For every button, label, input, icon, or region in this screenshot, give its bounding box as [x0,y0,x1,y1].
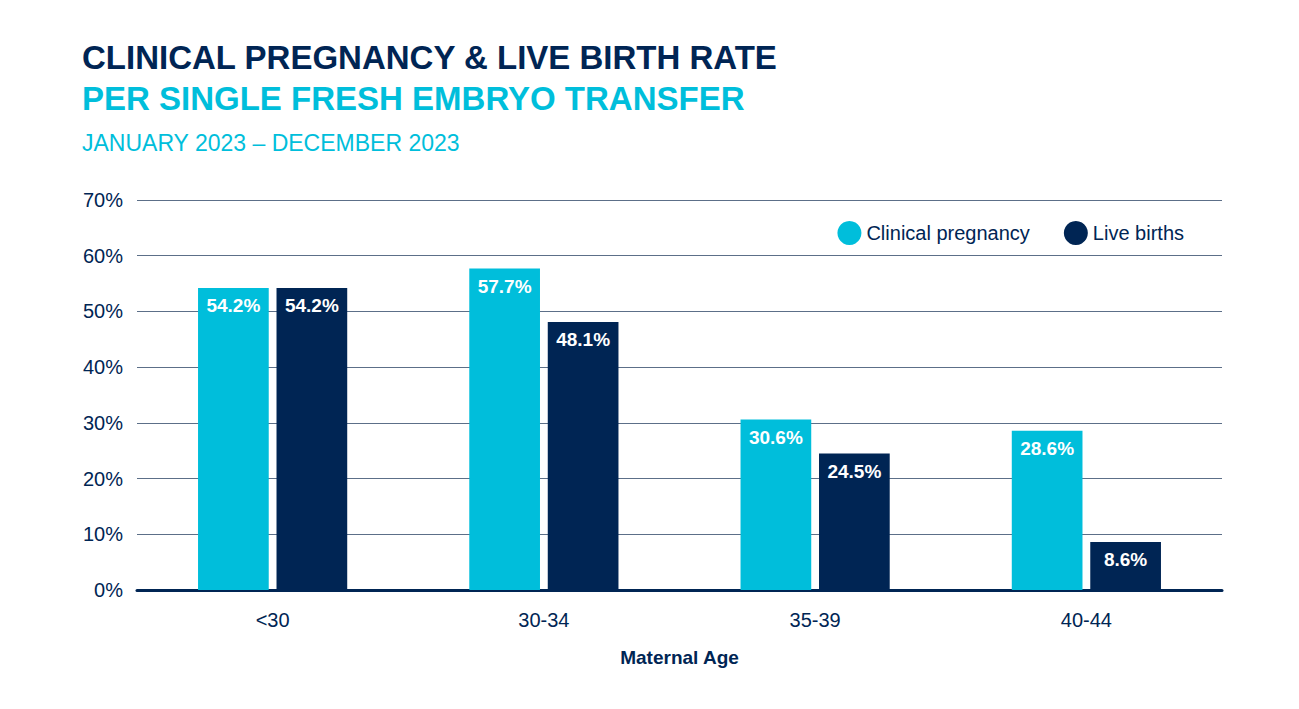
svg-text:30.6%: 30.6% [749,427,803,448]
svg-text:54.2%: 54.2% [285,295,339,316]
svg-text:48.1%: 48.1% [556,329,610,350]
svg-text:<30: <30 [256,609,290,631]
svg-text:30%: 30% [83,412,123,434]
svg-text:Live births: Live births [1093,222,1184,244]
svg-text:CLINICAL PREGNANCY & LIVE BIRT: CLINICAL PREGNANCY & LIVE BIRTH RATE [82,39,777,76]
svg-text:Clinical pregnancy: Clinical pregnancy [866,222,1029,244]
svg-text:30-34: 30-34 [518,609,569,631]
svg-text:10%: 10% [83,523,123,545]
svg-text:35-39: 35-39 [790,609,841,631]
svg-text:70%: 70% [83,189,123,211]
svg-text:0%: 0% [94,579,123,601]
svg-text:40%: 40% [83,356,123,378]
svg-text:Maternal Age: Maternal Age [620,647,739,668]
svg-text:PER SINGLE FRESH EMBRYO TRANSF: PER SINGLE FRESH EMBRYO TRANSFER [82,80,745,117]
svg-text:20%: 20% [83,468,123,490]
svg-text:54.2%: 54.2% [206,295,260,316]
svg-text:57.7%: 57.7% [478,276,532,297]
svg-text:8.6%: 8.6% [1104,549,1147,570]
svg-text:JANUARY 2023 – DECEMBER 2023: JANUARY 2023 – DECEMBER 2023 [82,130,460,156]
svg-text:28.6%: 28.6% [1020,438,1074,459]
svg-text:60%: 60% [83,245,123,267]
svg-text:50%: 50% [83,300,123,322]
svg-text:40-44: 40-44 [1061,609,1112,631]
svg-text:24.5%: 24.5% [827,461,881,482]
